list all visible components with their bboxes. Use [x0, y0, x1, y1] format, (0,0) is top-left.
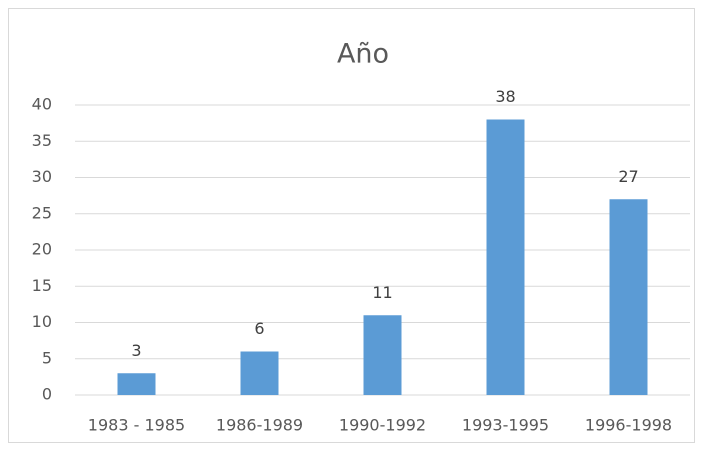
x-tick-label: 1986-1989 — [216, 416, 303, 435]
data-label: 6 — [254, 319, 264, 338]
bar — [240, 351, 279, 395]
bar — [486, 119, 525, 395]
data-label: 27 — [618, 167, 638, 186]
x-tick-label: 1983 - 1985 — [88, 416, 185, 435]
data-label: 11 — [372, 283, 392, 302]
y-tick-label: 15 — [32, 276, 52, 295]
y-tick-label: 40 — [32, 95, 52, 114]
y-tick-label: 25 — [32, 203, 52, 222]
y-tick-label: 5 — [42, 348, 52, 367]
bar — [117, 373, 156, 395]
data-label: 3 — [131, 341, 141, 360]
x-tick-label: 1993-1995 — [462, 416, 549, 435]
y-tick-label: 10 — [32, 312, 52, 331]
chart-title: Año — [337, 39, 389, 70]
data-label: 38 — [495, 87, 515, 106]
y-tick-label: 35 — [32, 131, 52, 150]
chart-border — [8, 8, 695, 443]
x-tick-label: 1990-1992 — [339, 416, 426, 435]
bar — [609, 199, 648, 395]
y-tick-label: 30 — [32, 167, 52, 186]
bar — [363, 315, 402, 395]
y-tick-label: 20 — [32, 240, 52, 259]
x-tick-label: 1996-1998 — [585, 416, 672, 435]
y-tick-label: 0 — [42, 385, 52, 404]
